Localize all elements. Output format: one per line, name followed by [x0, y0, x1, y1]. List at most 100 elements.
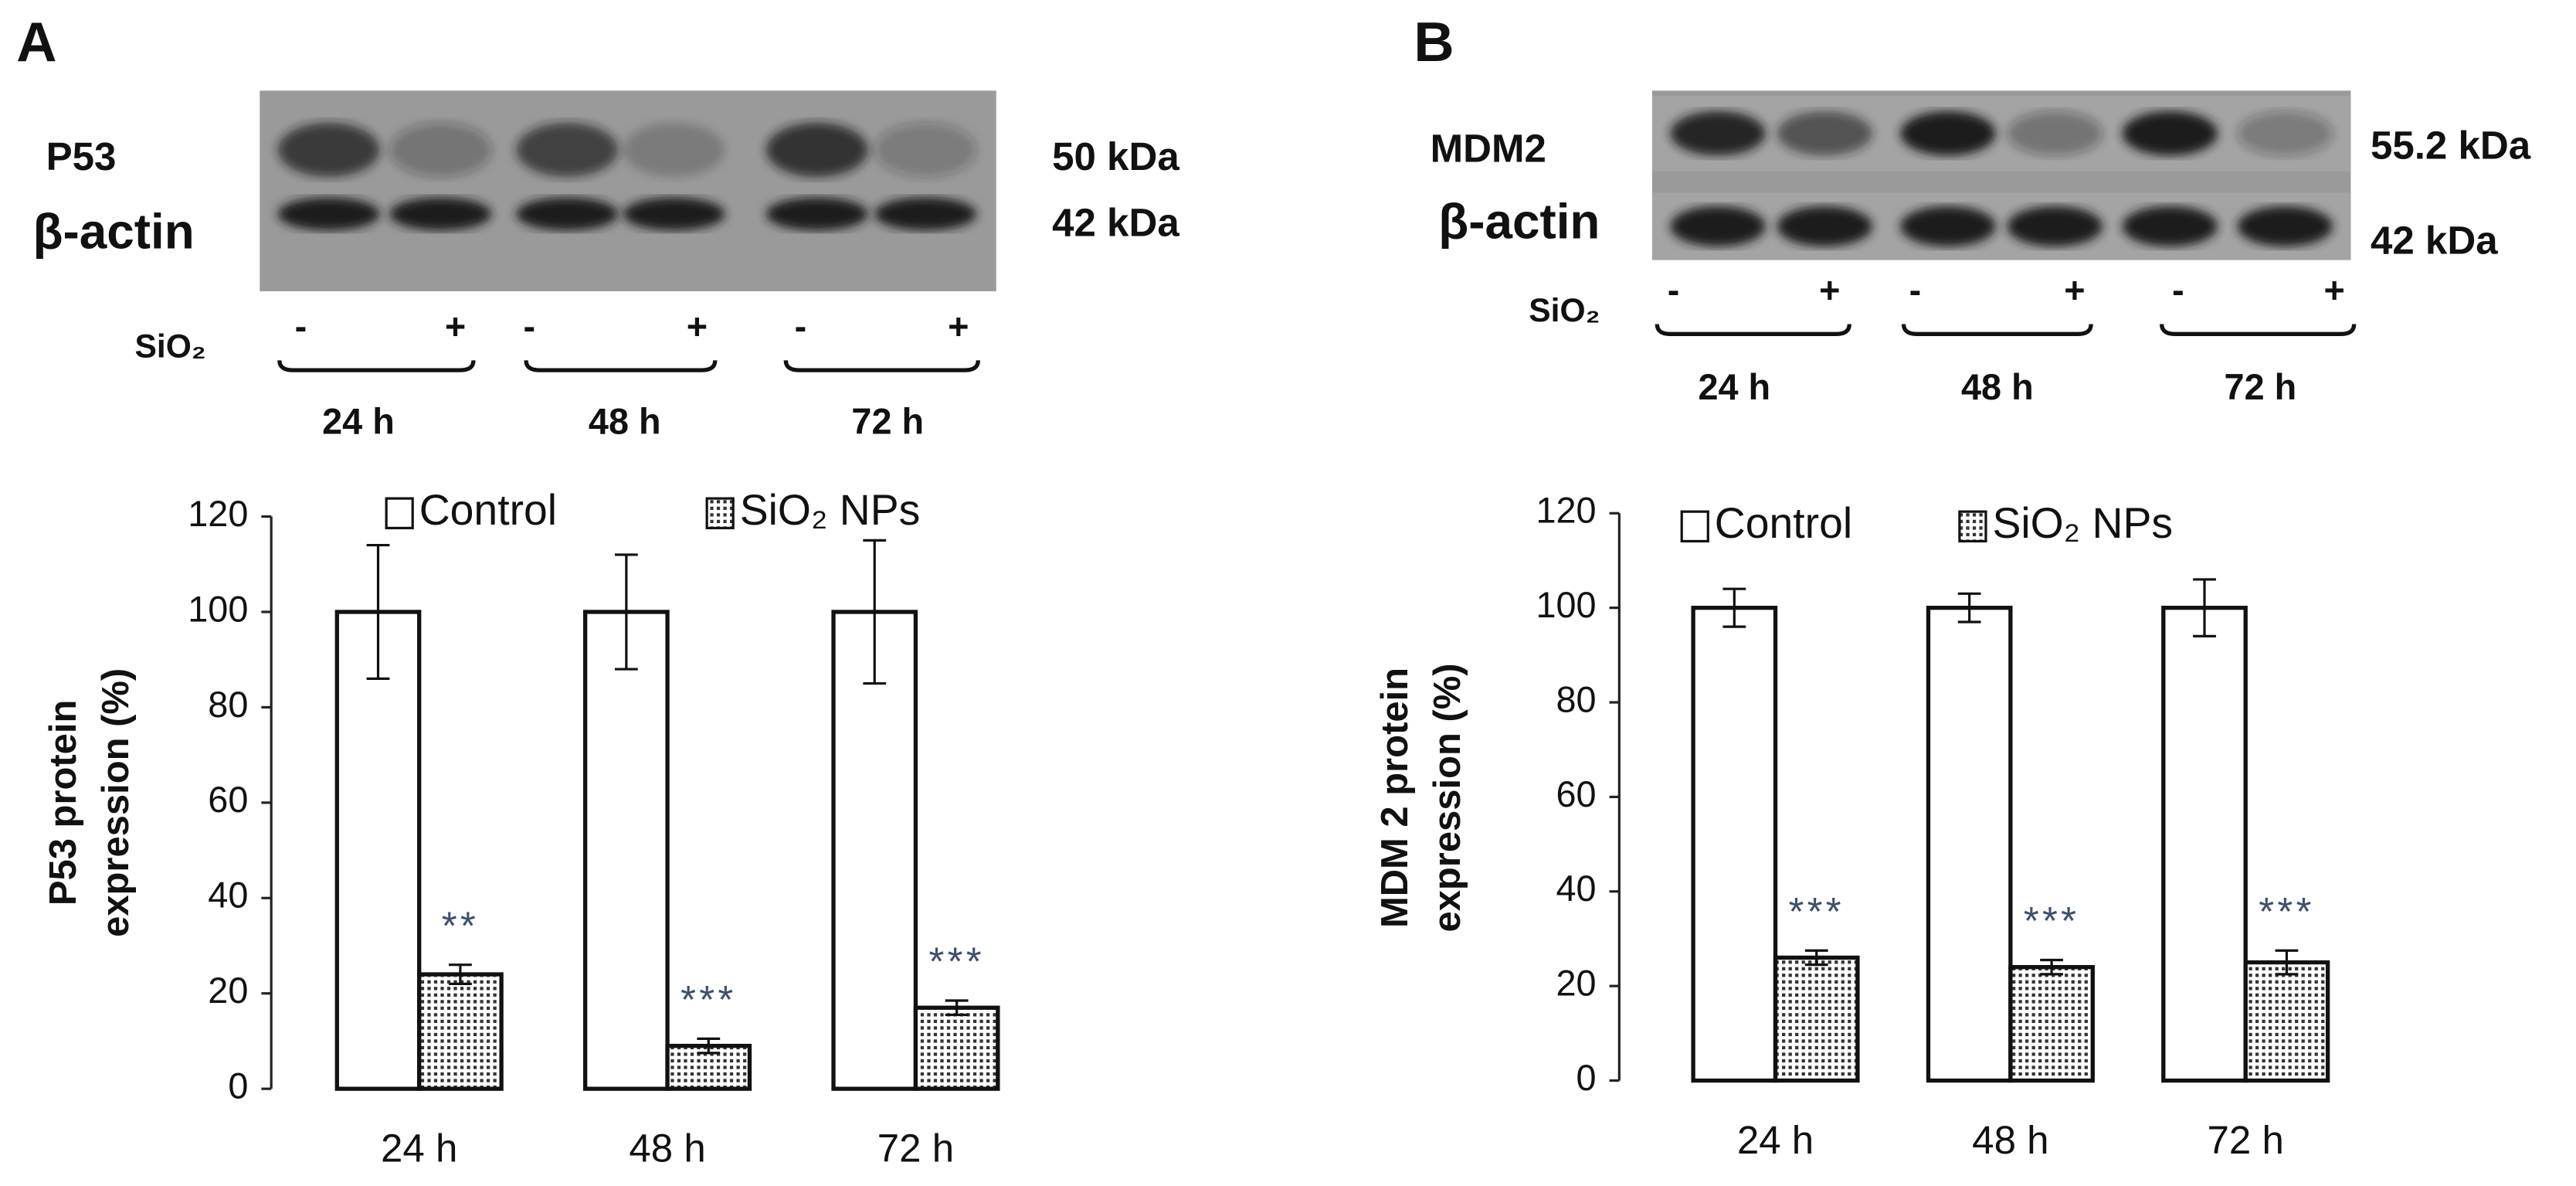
blot-band — [623, 122, 725, 178]
time-label: 24 h — [322, 402, 395, 442]
significance: *** — [2024, 899, 2079, 943]
y-tick-label: 60 — [1556, 774, 1596, 814]
error-bar — [449, 963, 472, 985]
band-size: 42 kDa — [1052, 200, 1179, 244]
bar — [831, 610, 918, 1091]
band-label: MDM2 — [1431, 127, 1546, 171]
significance: ** — [442, 903, 479, 947]
y-tick-label: 0 — [228, 1066, 248, 1106]
blot-strip — [1651, 192, 2351, 260]
panel-label: A — [16, 11, 56, 73]
error-bar — [863, 539, 887, 685]
bar — [583, 610, 670, 1091]
lane-sign: - — [295, 306, 307, 346]
blot-band — [277, 197, 380, 231]
error-bar — [945, 999, 969, 1017]
blot-band — [389, 122, 492, 178]
blot-background — [260, 90, 996, 291]
x-tick-label: 48 h — [629, 1127, 705, 1171]
legend-swatch — [1680, 510, 1709, 543]
bar — [1691, 605, 1778, 1083]
blot-band — [516, 122, 619, 178]
legend-label: SiO₂ NPs — [740, 486, 921, 534]
y-tick-label: 20 — [1556, 963, 1596, 1004]
y-tick-label: 120 — [188, 494, 248, 534]
legend-label: Control — [1715, 499, 1852, 547]
time-label: 72 h — [851, 402, 924, 442]
y-tick-label: 60 — [208, 780, 248, 820]
lane-sign: + — [445, 306, 466, 346]
bar — [913, 1005, 1000, 1091]
treatment-label: SiO₂ — [1529, 292, 1600, 329]
blot-band — [1777, 206, 1873, 246]
error-bar — [1957, 592, 1981, 624]
error-bar — [697, 1037, 721, 1055]
legend-swatch — [1958, 510, 1987, 543]
significance: *** — [680, 977, 736, 1021]
band-label: β-actin — [1438, 194, 1600, 250]
lane-sign: + — [687, 306, 708, 346]
y-axis-label: expression (%) — [1427, 663, 1468, 932]
lane-sign: + — [2064, 270, 2085, 310]
lane-bracket — [524, 360, 718, 372]
error-bar — [1804, 949, 1828, 967]
time-label: 48 h — [1961, 367, 2034, 407]
panel-label: B — [1414, 11, 1454, 73]
blot-band — [2237, 110, 2333, 156]
y-tick-label: 0 — [1576, 1058, 1597, 1098]
lane-sign: - — [524, 306, 536, 346]
lane-bracket — [2160, 324, 2357, 336]
blot-band — [277, 122, 380, 178]
legend-swatch — [385, 497, 414, 530]
y-tick-label: 40 — [208, 875, 248, 916]
lane-bracket — [1655, 324, 1851, 336]
blot-band — [389, 197, 492, 231]
x-tick-label: 48 h — [1972, 1118, 2048, 1162]
blot-band — [1777, 110, 1873, 156]
lane-sign: + — [2323, 270, 2344, 310]
bar — [1773, 955, 1860, 1083]
blot-strip — [1651, 95, 2351, 172]
lane-sign: - — [795, 306, 807, 346]
blot-band — [1670, 110, 1766, 156]
lane-bracket — [1901, 324, 2093, 336]
legend-swatch — [705, 497, 735, 530]
y-axis-label: P53 protein — [42, 700, 84, 906]
y-axis-label: expression (%) — [95, 668, 137, 937]
y-tick-label: 120 — [1536, 491, 1596, 531]
blot-band — [1900, 206, 1996, 246]
y-tick-label: 100 — [1536, 585, 1596, 625]
lane-bracket — [277, 360, 476, 372]
significance: *** — [1789, 889, 1845, 933]
band-size: 42 kDa — [2371, 219, 2498, 263]
error-bar — [1722, 587, 1746, 628]
blot-band — [874, 197, 977, 231]
error-bar — [614, 553, 638, 671]
band-label: P53 — [46, 134, 117, 178]
y-tick-label: 20 — [208, 970, 248, 1011]
bar — [334, 610, 422, 1091]
significance: *** — [2259, 889, 2314, 933]
bar — [2161, 605, 2248, 1083]
legend-label: SiO₂ NPs — [1992, 499, 2173, 547]
y-tick-label: 80 — [1556, 679, 1596, 719]
band-size: 50 kDa — [1052, 134, 1179, 178]
lane-sign: + — [948, 306, 969, 346]
lane-bracket — [783, 360, 980, 372]
x-tick-label: 72 h — [877, 1127, 954, 1171]
lane-sign: - — [2172, 270, 2184, 310]
error-bar — [366, 543, 390, 680]
x-tick-label: 24 h — [1737, 1118, 1814, 1162]
blot-band — [765, 122, 868, 178]
band-size: 55.2 kDa — [2371, 123, 2531, 167]
error-bar — [2275, 949, 2299, 976]
bar — [2008, 965, 2095, 1083]
time-label: 72 h — [2225, 367, 2297, 407]
y-tick-label: 40 — [1556, 868, 1596, 909]
lane-sign: - — [1909, 270, 1922, 310]
lane-sign: + — [1819, 270, 1840, 310]
blot-band — [2237, 206, 2333, 246]
band-label: β-actin — [33, 203, 195, 259]
